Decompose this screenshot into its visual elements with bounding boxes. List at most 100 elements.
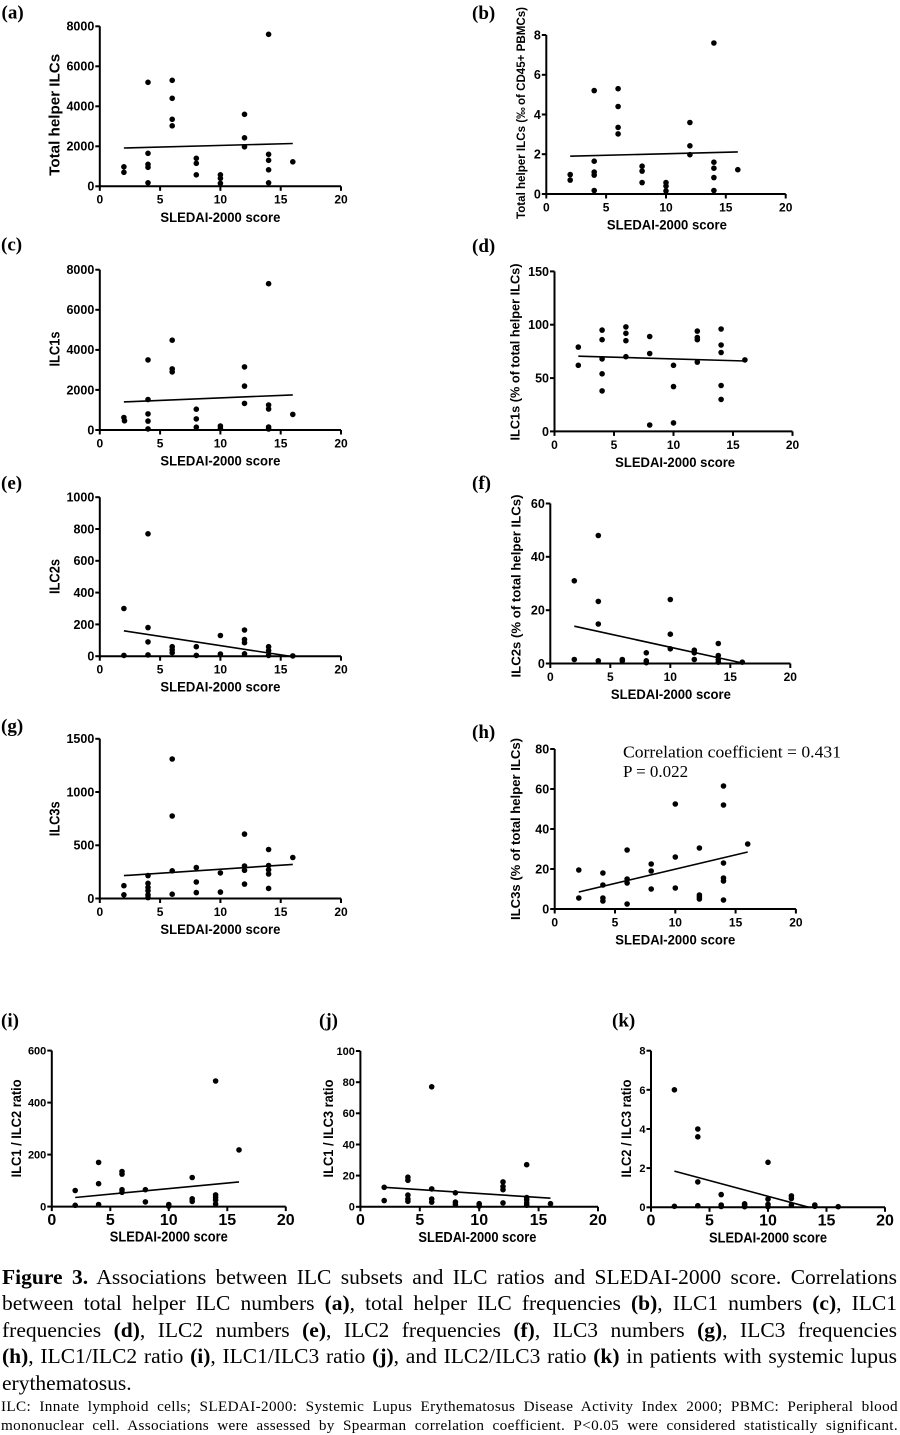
- svg-text:2: 2: [639, 1163, 645, 1175]
- svg-text:SLEDAI-2000 score: SLEDAI-2000 score: [709, 1229, 827, 1246]
- svg-text:ILC1 / ILC3 ratio: ILC1 / ILC3 ratio: [320, 1080, 336, 1178]
- svg-text:15: 15: [729, 915, 743, 929]
- svg-text:0: 0: [96, 905, 103, 919]
- svg-text:0: 0: [87, 180, 94, 194]
- svg-text:0: 0: [551, 915, 558, 929]
- svg-text:0: 0: [542, 425, 549, 439]
- svg-text:(k): (k): [612, 1011, 635, 1032]
- svg-text:(g): (g): [1, 716, 23, 737]
- svg-text:60: 60: [535, 782, 549, 796]
- svg-text:SLEDAI-2000 score: SLEDAI-2000 score: [615, 932, 735, 948]
- svg-text:5: 5: [611, 438, 618, 452]
- svg-text:20: 20: [334, 663, 348, 677]
- svg-text:15: 15: [274, 905, 288, 919]
- svg-text:ILC2 / ILC3 ratio: ILC2 / ILC3 ratio: [618, 1080, 634, 1178]
- svg-text:10: 10: [214, 905, 228, 919]
- svg-text:8000: 8000: [66, 263, 94, 277]
- svg-text:4000: 4000: [66, 343, 94, 357]
- svg-text:(d): (d): [472, 236, 495, 257]
- svg-text:15: 15: [530, 1212, 548, 1229]
- svg-text:50: 50: [535, 372, 549, 386]
- svg-text:0: 0: [542, 902, 549, 916]
- svg-text:10: 10: [659, 200, 673, 214]
- svg-text:SLEDAI-2000 score: SLEDAI-2000 score: [615, 454, 735, 470]
- svg-text:20: 20: [535, 862, 549, 876]
- svg-text:500: 500: [73, 839, 94, 853]
- svg-text:40: 40: [343, 1139, 355, 1151]
- svg-text:1500: 1500: [66, 732, 94, 746]
- svg-text:ILC1s (% of total helper ILCs): ILC1s (% of total helper ILCs): [509, 264, 523, 441]
- svg-text:20: 20: [786, 438, 800, 452]
- svg-text:20: 20: [876, 1213, 894, 1230]
- svg-text:20: 20: [589, 1212, 607, 1229]
- svg-text:SLEDAI-2000 score: SLEDAI-2000 score: [160, 679, 280, 695]
- svg-text:10: 10: [667, 438, 681, 452]
- svg-text:400: 400: [73, 586, 94, 600]
- svg-text:Total helper ILCs: Total helper ILCs: [46, 54, 63, 176]
- svg-text:8: 8: [534, 28, 541, 42]
- svg-text:0: 0: [96, 193, 103, 207]
- svg-text:15: 15: [724, 670, 738, 684]
- svg-text:5: 5: [705, 1213, 714, 1230]
- svg-text:8000: 8000: [66, 20, 94, 34]
- svg-text:150: 150: [528, 265, 549, 279]
- svg-text:8: 8: [639, 1046, 645, 1058]
- svg-text:10: 10: [759, 1213, 777, 1230]
- svg-text:2: 2: [534, 148, 541, 162]
- svg-text:SLEDAI-2000 score: SLEDAI-2000 score: [418, 1229, 536, 1246]
- svg-text:SLEDAI-2000 score: SLEDAI-2000 score: [160, 921, 280, 937]
- svg-text:5: 5: [157, 663, 164, 677]
- svg-text:ILC3s (% of total helper ILCs): ILC3s (% of total helper ILCs): [509, 738, 523, 920]
- svg-text:100: 100: [528, 318, 549, 332]
- svg-text:(h): (h): [472, 722, 495, 743]
- svg-text:SLEDAI-2000 score: SLEDAI-2000 score: [110, 1229, 228, 1246]
- svg-text:100: 100: [337, 1046, 355, 1058]
- svg-text:600: 600: [73, 554, 94, 568]
- svg-text:15: 15: [274, 436, 288, 450]
- svg-text:Total helper ILCs (‰ of CD45+: Total helper ILCs (‰ of CD45+ PBMCs): [514, 7, 528, 219]
- svg-text:0: 0: [96, 436, 103, 450]
- svg-text:0: 0: [40, 1202, 46, 1214]
- svg-text:5: 5: [607, 670, 614, 684]
- svg-text:Correlation coefficient = 0.43: Correlation coefficient = 0.431: [623, 743, 841, 762]
- svg-text:SLEDAI-2000 score: SLEDAI-2000 score: [607, 217, 727, 233]
- svg-text:0: 0: [547, 670, 554, 684]
- svg-text:ILC2s: ILC2s: [47, 559, 63, 594]
- svg-text:15: 15: [726, 438, 740, 452]
- svg-text:0: 0: [96, 663, 103, 677]
- svg-text:0: 0: [551, 438, 558, 452]
- svg-text:10: 10: [664, 670, 678, 684]
- svg-text:5: 5: [157, 193, 164, 207]
- svg-text:1000: 1000: [66, 491, 94, 505]
- svg-text:20: 20: [784, 670, 798, 684]
- svg-text:60: 60: [343, 1108, 355, 1120]
- svg-text:0: 0: [538, 657, 545, 671]
- svg-text:(b): (b): [472, 3, 495, 24]
- svg-text:40: 40: [531, 550, 545, 564]
- svg-text:P = 0.022: P = 0.022: [623, 762, 688, 781]
- svg-text:10: 10: [160, 1212, 178, 1229]
- svg-text:600: 600: [28, 1046, 46, 1058]
- svg-text:60: 60: [531, 497, 545, 511]
- svg-text:15: 15: [274, 663, 288, 677]
- svg-text:10: 10: [470, 1212, 488, 1229]
- svg-text:0: 0: [534, 187, 541, 201]
- svg-text:10: 10: [214, 193, 228, 207]
- svg-text:5: 5: [157, 905, 164, 919]
- svg-text:10: 10: [214, 436, 228, 450]
- svg-text:6000: 6000: [66, 60, 94, 74]
- svg-text:5: 5: [106, 1212, 115, 1229]
- svg-text:6: 6: [639, 1085, 645, 1097]
- svg-text:(e): (e): [1, 473, 22, 494]
- svg-text:15: 15: [218, 1212, 236, 1229]
- svg-text:5: 5: [157, 436, 164, 450]
- svg-text:2000: 2000: [66, 140, 94, 154]
- svg-text:(f): (f): [472, 473, 491, 494]
- svg-text:SLEDAI-2000 score: SLEDAI-2000 score: [160, 209, 280, 225]
- svg-text:40: 40: [535, 822, 549, 836]
- svg-text:5: 5: [415, 1212, 424, 1229]
- svg-text:0: 0: [543, 200, 550, 214]
- svg-text:0: 0: [47, 1212, 56, 1229]
- svg-text:(a): (a): [2, 3, 24, 24]
- svg-text:0: 0: [87, 892, 94, 906]
